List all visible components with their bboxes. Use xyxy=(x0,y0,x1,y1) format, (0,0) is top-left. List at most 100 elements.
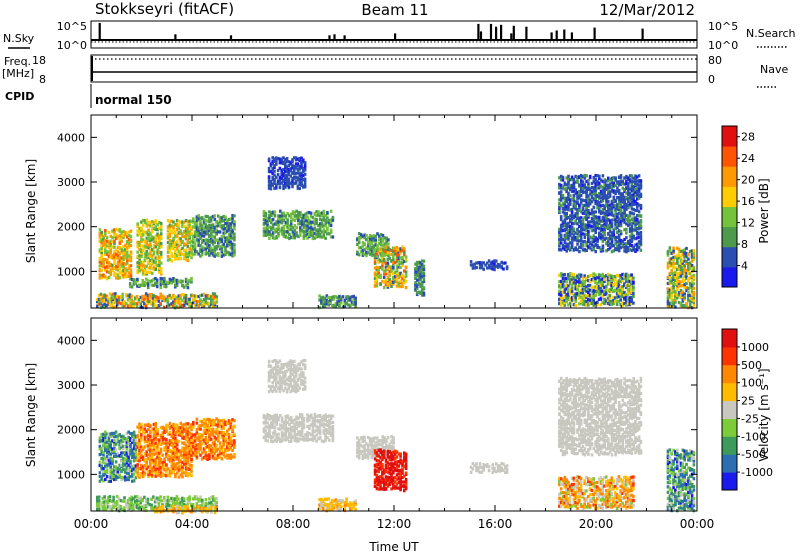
data-cell xyxy=(308,230,311,234)
data-cell xyxy=(159,245,163,249)
data-cell xyxy=(420,266,424,270)
data-cell xyxy=(116,253,120,258)
data-cell xyxy=(639,224,643,228)
data-cell xyxy=(570,289,574,293)
data-cell xyxy=(607,224,610,228)
data-cell xyxy=(284,222,288,227)
data-cell xyxy=(590,285,594,289)
data-cell xyxy=(614,207,617,211)
data-cell xyxy=(565,224,568,228)
data-cell xyxy=(587,301,590,305)
data-cell xyxy=(636,227,639,231)
data-cell xyxy=(102,242,105,246)
data-cell xyxy=(300,156,303,160)
data-cell xyxy=(197,214,200,218)
data-cell xyxy=(387,242,390,246)
data-cell xyxy=(599,184,603,188)
data-cell xyxy=(357,236,361,240)
data-cell xyxy=(114,297,117,301)
data-cell xyxy=(610,234,614,238)
data-cell xyxy=(122,434,125,438)
data-cell xyxy=(690,252,694,256)
data-cell xyxy=(217,224,220,228)
data-cell xyxy=(681,297,685,302)
data-cell xyxy=(166,254,170,258)
data-cell xyxy=(222,244,225,248)
data-cell xyxy=(636,182,639,187)
data-cell xyxy=(286,221,289,225)
data-cell xyxy=(317,224,320,228)
data-cell xyxy=(627,187,630,191)
data-cell xyxy=(579,295,583,299)
data-cell xyxy=(581,232,585,236)
data-cell xyxy=(317,232,320,236)
data-cell xyxy=(685,282,688,286)
data-cell xyxy=(136,457,139,461)
data-cell xyxy=(300,228,304,232)
data-cell xyxy=(632,196,635,200)
data-cell xyxy=(284,158,287,162)
data-cell xyxy=(637,179,641,183)
data-cell xyxy=(113,273,116,277)
data-cell xyxy=(197,226,200,230)
data-cell xyxy=(111,472,114,476)
data-cell xyxy=(624,303,628,307)
data-cell xyxy=(116,264,120,268)
data-cell xyxy=(617,243,621,247)
data-cell xyxy=(639,204,643,208)
data-cell xyxy=(116,470,120,474)
data-cell xyxy=(143,258,147,262)
data-cell xyxy=(576,211,579,215)
data-cell xyxy=(585,203,588,207)
data-cell xyxy=(113,475,116,479)
data-cell xyxy=(578,189,581,194)
data-cell xyxy=(592,222,596,226)
data-cell xyxy=(592,228,596,232)
data-cell xyxy=(614,223,617,227)
data-cell xyxy=(612,181,616,185)
station-title: Stokkseyri (fitACF) xyxy=(95,0,234,18)
data-cell xyxy=(561,282,565,286)
data-cell xyxy=(143,435,147,439)
data-cell xyxy=(585,244,588,248)
data-cell xyxy=(404,273,408,277)
data-cell xyxy=(679,259,683,263)
data-cell xyxy=(576,216,579,220)
data-cell xyxy=(138,467,141,471)
velocity-ylabel: Slant Range [km] xyxy=(24,363,38,467)
data-cell xyxy=(202,246,206,250)
data-cell xyxy=(154,441,157,445)
data-cell xyxy=(623,176,626,180)
data-cell xyxy=(317,213,320,217)
data-cell xyxy=(208,229,211,233)
data-cell xyxy=(166,225,170,229)
data-cell xyxy=(309,228,313,232)
data-cell xyxy=(170,296,173,300)
data-cell xyxy=(632,190,635,194)
data-cell xyxy=(136,471,139,475)
data-cell xyxy=(131,451,134,455)
data-cell xyxy=(141,446,145,450)
data-cell xyxy=(158,473,161,477)
data-cell xyxy=(231,232,234,236)
data-cell xyxy=(161,435,165,439)
data-cell xyxy=(685,259,688,263)
data-cell xyxy=(147,260,150,264)
data-cell xyxy=(616,215,619,219)
data-cell xyxy=(625,186,628,190)
data-cell xyxy=(195,238,199,242)
data-cell xyxy=(628,303,632,307)
data-cell xyxy=(111,468,114,472)
data-cell xyxy=(612,235,616,239)
data-cell xyxy=(107,250,111,254)
data-cell xyxy=(354,305,357,309)
data-cell xyxy=(558,227,561,231)
data-cell xyxy=(114,448,118,452)
data-cell xyxy=(583,183,587,187)
data-cell xyxy=(381,244,385,248)
data-cell xyxy=(587,203,590,207)
data-cell xyxy=(621,294,624,299)
data-cell xyxy=(145,218,149,222)
data-cell xyxy=(130,301,133,305)
data-cell xyxy=(298,177,301,182)
